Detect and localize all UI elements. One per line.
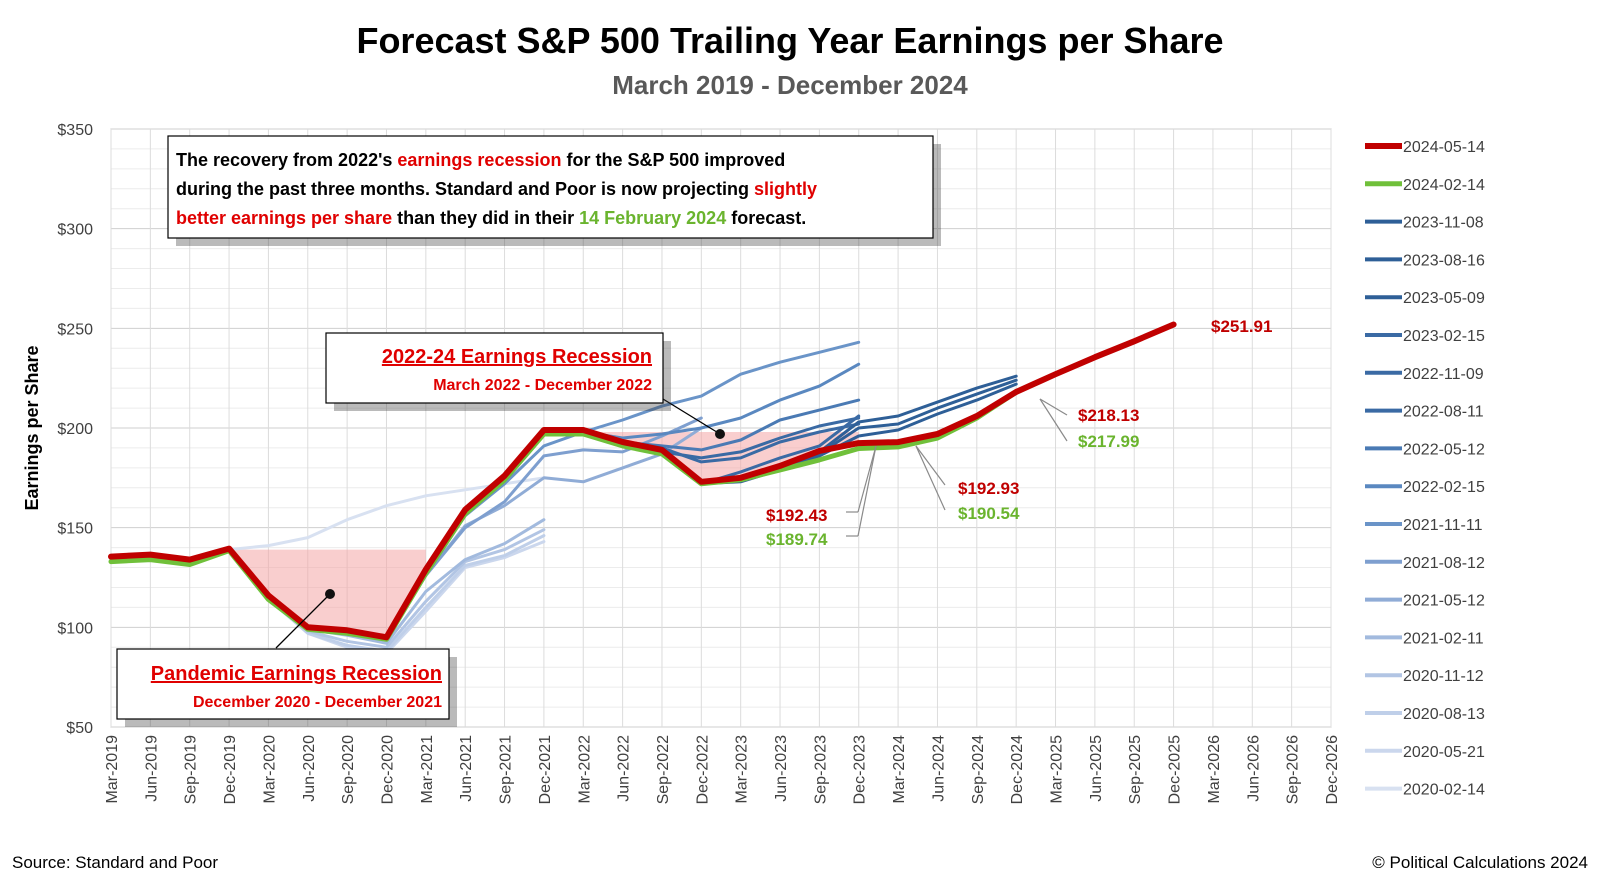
- note-box: The recovery from 2022's earnings recess…: [167, 135, 941, 246]
- y-tick-label: $300: [57, 222, 93, 239]
- x-tick-label: Mar-2023: [734, 735, 751, 804]
- x-tick-label: Dec-2020: [379, 735, 396, 804]
- chart-subtitle: March 2019 - December 2024: [612, 70, 968, 100]
- x-tick-label: Mar-2019: [104, 735, 121, 804]
- callout-pandemic-recession: Pandemic Earnings Recession December 202…: [116, 648, 457, 727]
- callout-2022-recession: 2022-24 Earnings Recession March 2022 - …: [325, 332, 671, 411]
- legend-label: 2022-11-09: [1403, 366, 1484, 383]
- source-note: Source: Standard and Poor: [12, 853, 218, 872]
- x-tick-label: Dec-2022: [694, 735, 711, 804]
- legend-label: 2021-11-11: [1403, 517, 1483, 534]
- x-tick-label: Mar-2024: [891, 735, 908, 804]
- legend-label: 2023-08-16: [1403, 252, 1485, 269]
- y-tick-label: $200: [57, 421, 93, 438]
- callout-leaders: [275, 398, 721, 649]
- x-tick-label: Mar-2020: [261, 735, 278, 804]
- x-tick-label: Sep-2025: [1127, 735, 1144, 804]
- note-line-2: during the past three months. Standard a…: [176, 179, 817, 199]
- x-tick-label: Jun-2024: [930, 735, 947, 802]
- leader-pandemic: [275, 593, 331, 649]
- legend-label: 2020-02-14: [1403, 782, 1485, 799]
- y-axis-label: Earnings per Share: [22, 345, 42, 510]
- x-tick-label: Jun-2023: [773, 735, 790, 802]
- legend-label: 2020-05-21: [1403, 744, 1485, 761]
- legend-label: 2021-08-12: [1403, 555, 1485, 572]
- x-tick-label: Sep-2021: [498, 735, 515, 804]
- x-tick-label: Mar-2025: [1049, 735, 1066, 804]
- x-tick-label: Sep-2023: [812, 735, 829, 804]
- x-tick-label: Mar-2022: [576, 735, 593, 804]
- x-tick-label: Dec-2024: [1009, 735, 1026, 804]
- x-tick-label: Mar-2026: [1206, 735, 1223, 804]
- y-tick-label: $100: [57, 620, 93, 637]
- axis-ticks: $50 $100 $150 $200 $250 $300 $350 Mar-2019 Jun-2…: [57, 122, 1341, 804]
- legend: 2024-05-14 2024-02-14 2023-11-08 2023-08-16…: [1365, 139, 1485, 799]
- series-line-2024-05-14: [108, 321, 1177, 641]
- x-tick-label: Jun-2021: [458, 735, 475, 802]
- legend-label: 2020-08-13: [1403, 706, 1485, 723]
- legend-label: 2022-02-15: [1403, 479, 1485, 496]
- callout-pandemic-title: Pandemic Earnings Recession: [151, 663, 442, 685]
- chart-title: Forecast S&P 500 Trailing Year Earnings …: [356, 20, 1223, 61]
- value-label-leaders: [846, 398, 1068, 537]
- x-tick-label: Jun-2020: [301, 735, 318, 802]
- x-tick-label: Sep-2024: [970, 735, 987, 804]
- legend-label: 2023-11-08: [1403, 215, 1484, 232]
- x-tick-label: Dec-2021: [537, 735, 554, 804]
- x-tick-label: Dec-2025: [1167, 735, 1184, 804]
- legend-label: 2023-05-09: [1403, 290, 1485, 307]
- value-label-192-93: $192.93: [958, 479, 1019, 498]
- legend-label: 2022-08-11: [1403, 404, 1484, 421]
- legend-label: 2024-05-14: [1403, 139, 1485, 156]
- legend-label: 2021-02-11: [1403, 630, 1484, 647]
- value-label-217-99: $217.99: [1078, 432, 1139, 451]
- leader-2022: [662, 398, 721, 435]
- value-label-190-54: $190.54: [958, 504, 1020, 523]
- y-tick-label: $350: [57, 122, 93, 139]
- x-tick-label: Sep-2026: [1285, 735, 1302, 804]
- value-label-251-91: $251.91: [1211, 317, 1272, 336]
- callout-pandemic-dates: December 2020 - December 2021: [193, 694, 442, 711]
- note-line-1: The recovery from 2022's earnings recess…: [176, 150, 785, 170]
- legend-label: 2021-05-12: [1403, 593, 1485, 610]
- value-label-189-74: $189.74: [766, 530, 828, 549]
- x-tick-label: Dec-2026: [1324, 735, 1341, 804]
- x-tick-label: Sep-2022: [655, 735, 672, 804]
- x-tick-label: Jun-2025: [1088, 735, 1105, 802]
- legend-label: 2023-02-15: [1403, 328, 1485, 345]
- y-tick-label: $50: [66, 720, 93, 737]
- copyright-note: © Political Calculations 2024: [1372, 853, 1588, 872]
- y-tick-label: $250: [57, 321, 93, 338]
- x-tick-label: Sep-2019: [183, 735, 200, 804]
- marker-pandemic: [325, 589, 335, 599]
- callout-2022-dates: March 2022 - December 2022: [433, 377, 652, 394]
- x-tick-label: Mar-2021: [419, 735, 436, 804]
- x-tick-label: Jun-2019: [143, 735, 160, 802]
- series-lines: [108, 321, 1177, 655]
- x-tick-label: Dec-2023: [852, 735, 869, 804]
- legend-label: 2022-05-12: [1403, 441, 1485, 458]
- x-tick-label: Jun-2022: [616, 735, 633, 802]
- callout-2022-title: 2022-24 Earnings Recession: [382, 346, 652, 368]
- legend-label: 2024-02-14: [1403, 177, 1485, 194]
- y-tick-label: $150: [57, 521, 93, 538]
- value-label-218-13: $218.13: [1078, 406, 1139, 425]
- x-tick-label: Sep-2020: [340, 735, 357, 804]
- value-label-192-43: $192.43: [766, 506, 827, 525]
- marker-2022: [715, 429, 725, 439]
- x-tick-label: Dec-2019: [222, 735, 239, 804]
- legend-label: 2020-11-12: [1403, 668, 1484, 685]
- x-tick-label: Jun-2026: [1245, 735, 1262, 802]
- note-line-3: better earnings per share than they did …: [176, 208, 806, 228]
